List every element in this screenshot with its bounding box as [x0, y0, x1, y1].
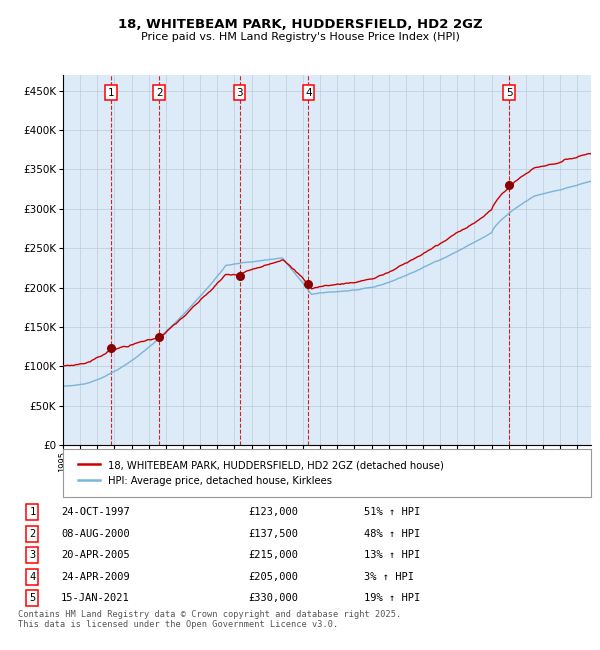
Text: 2: 2 [156, 88, 163, 97]
Text: 24-APR-2009: 24-APR-2009 [61, 571, 130, 582]
Text: 3% ↑ HPI: 3% ↑ HPI [364, 571, 413, 582]
Text: £123,000: £123,000 [248, 507, 298, 517]
Text: 20-APR-2005: 20-APR-2005 [61, 550, 130, 560]
Text: £215,000: £215,000 [248, 550, 298, 560]
Text: £330,000: £330,000 [248, 593, 298, 603]
Text: 3: 3 [236, 88, 243, 97]
Text: 18, WHITEBEAM PARK, HUDDERSFIELD, HD2 2GZ: 18, WHITEBEAM PARK, HUDDERSFIELD, HD2 2G… [118, 18, 482, 31]
Text: 24-OCT-1997: 24-OCT-1997 [61, 507, 130, 517]
Legend: 18, WHITEBEAM PARK, HUDDERSFIELD, HD2 2GZ (detached house), HPI: Average price, : 18, WHITEBEAM PARK, HUDDERSFIELD, HD2 2G… [73, 455, 449, 491]
Text: 15-JAN-2021: 15-JAN-2021 [61, 593, 130, 603]
Text: 4: 4 [305, 88, 312, 97]
Text: 3: 3 [29, 550, 35, 560]
Text: 4: 4 [29, 571, 35, 582]
Text: 48% ↑ HPI: 48% ↑ HPI [364, 528, 420, 539]
Text: 19% ↑ HPI: 19% ↑ HPI [364, 593, 420, 603]
Text: 2: 2 [29, 528, 35, 539]
Text: 08-AUG-2000: 08-AUG-2000 [61, 528, 130, 539]
Text: £205,000: £205,000 [248, 571, 298, 582]
Text: 5: 5 [29, 593, 35, 603]
Text: 1: 1 [29, 507, 35, 517]
Text: 13% ↑ HPI: 13% ↑ HPI [364, 550, 420, 560]
Text: 1: 1 [108, 88, 115, 97]
Text: Contains HM Land Registry data © Crown copyright and database right 2025.
This d: Contains HM Land Registry data © Crown c… [18, 610, 401, 629]
Text: Price paid vs. HM Land Registry's House Price Index (HPI): Price paid vs. HM Land Registry's House … [140, 32, 460, 42]
Text: 5: 5 [506, 88, 513, 97]
Text: 51% ↑ HPI: 51% ↑ HPI [364, 507, 420, 517]
Text: £137,500: £137,500 [248, 528, 298, 539]
